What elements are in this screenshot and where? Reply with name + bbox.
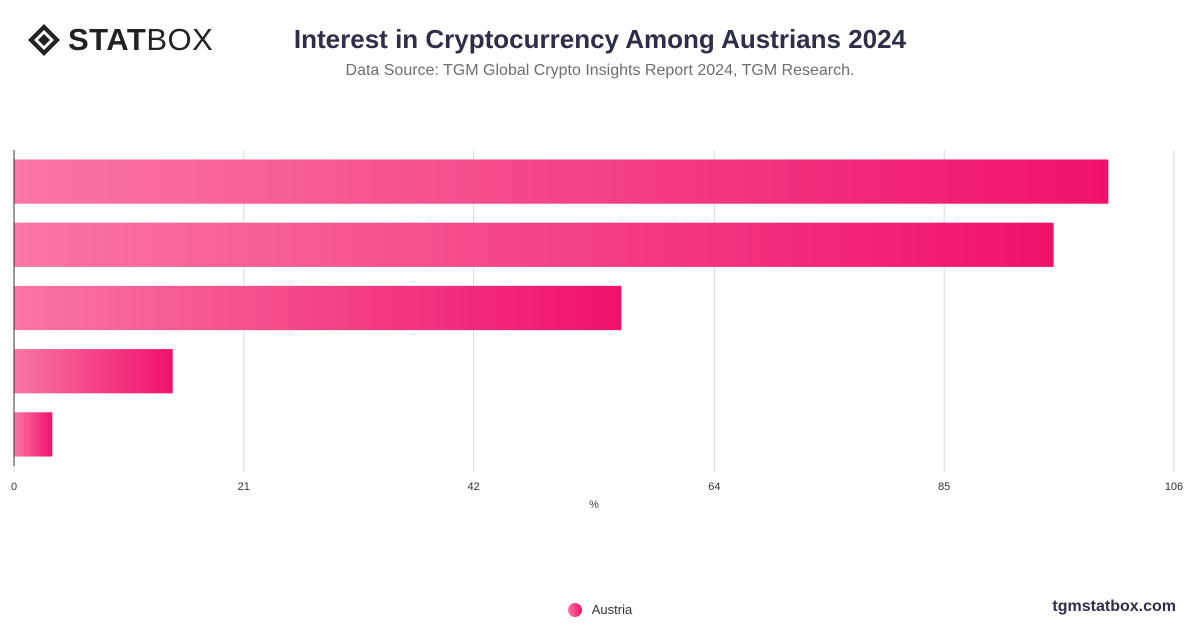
bar-1	[14, 159, 1109, 204]
bar-5	[14, 412, 53, 457]
chart-title: Interest in Cryptocurrency Among Austria…	[293, 24, 907, 54]
bar-3	[14, 285, 622, 331]
x-tick-label: 42	[467, 481, 479, 493]
x-axis-title: %	[589, 499, 599, 511]
chart-subtitle: Data Source: TGM Global Crypto Insights …	[345, 62, 855, 79]
legend-label: Austria	[591, 602, 633, 617]
x-tick-label: 106	[1165, 481, 1183, 493]
x-tick-label: 21	[238, 481, 250, 493]
x-tick-label: 85	[938, 481, 950, 493]
brand-url: tgmstatbox.com	[1052, 598, 1176, 615]
bar-4	[14, 349, 173, 394]
statbox-logo-icon	[28, 24, 60, 56]
logo-text-light: BOX	[146, 22, 214, 57]
x-tick-label: 64	[708, 481, 720, 493]
legend-swatch	[567, 602, 582, 617]
logo-text: STATBOX	[68, 22, 213, 58]
statbox-logo: STATBOX	[26, 22, 213, 58]
bars	[14, 159, 1109, 457]
x-axis: 0 21 42 64 85 106	[11, 150, 1183, 493]
x-tick-label: 0	[11, 481, 17, 493]
bar-2	[14, 222, 1054, 267]
logo-text-bold: STAT	[68, 22, 147, 57]
legend: Austria	[0, 602, 1200, 617]
